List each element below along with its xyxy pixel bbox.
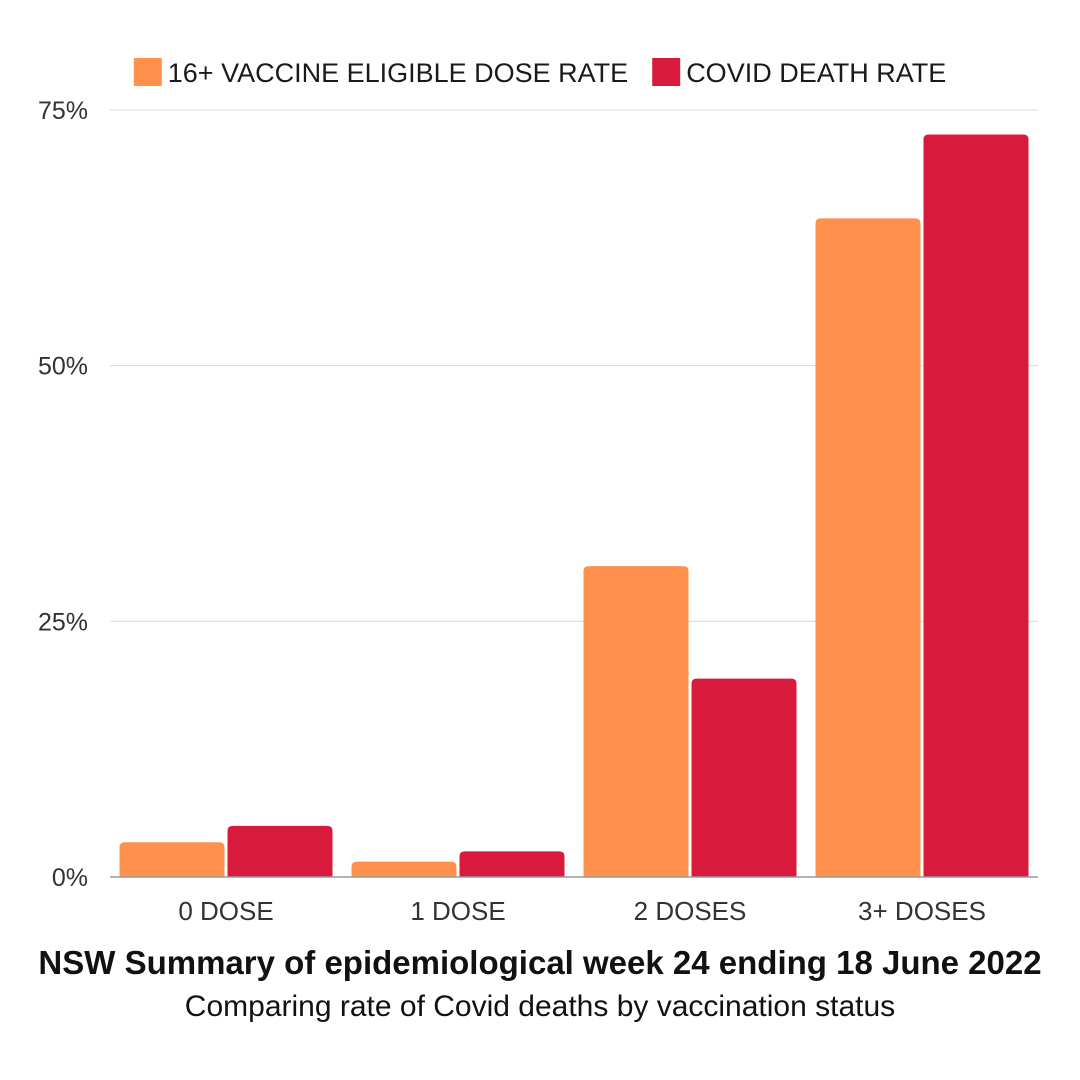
x-tick-label: 0 DOSE xyxy=(178,896,273,926)
bar-death-rate-1 xyxy=(459,851,565,877)
legend-label: 16+ VACCINE ELIGIBLE DOSE RATE xyxy=(168,58,628,88)
y-axis-tick-labels: 0% 25% 50% 75% xyxy=(38,97,88,892)
x-tick-label: 1 DOSE xyxy=(410,896,505,926)
bar-dose-rate-3 xyxy=(815,218,921,878)
bars xyxy=(119,134,1029,878)
y-tick-label: 0% xyxy=(52,864,88,892)
legend: 16+ VACCINE ELIGIBLE DOSE RATE COVID DEAT… xyxy=(133,58,946,88)
x-tick-label: 2 DOSES xyxy=(634,896,747,926)
bar-dose-rate-0 xyxy=(119,842,225,877)
y-tick-label: 75% xyxy=(38,97,88,125)
legend-label: COVID DEATH RATE xyxy=(686,58,946,88)
y-tick-label: 25% xyxy=(38,608,88,636)
chart-title: NSW Summary of epidemiological week 24 e… xyxy=(38,944,1042,981)
bar-death-rate-3 xyxy=(923,134,1029,877)
bar-dose-rate-1 xyxy=(351,861,457,877)
y-tick-label: 50% xyxy=(38,353,88,381)
legend-swatch xyxy=(652,58,681,86)
x-axis-tick-labels: 0 DOSE 1 DOSE 2 DOSES 3+ DOSES xyxy=(178,896,986,926)
bar-death-rate-2 xyxy=(691,678,797,877)
legend-swatch xyxy=(133,58,162,86)
x-tick-label: 3+ DOSES xyxy=(858,896,986,926)
chart-subtitle: Comparing rate of Covid deaths by vaccin… xyxy=(184,990,896,1023)
bar-death-rate-0 xyxy=(227,825,333,877)
bar-dose-rate-2 xyxy=(583,566,689,877)
